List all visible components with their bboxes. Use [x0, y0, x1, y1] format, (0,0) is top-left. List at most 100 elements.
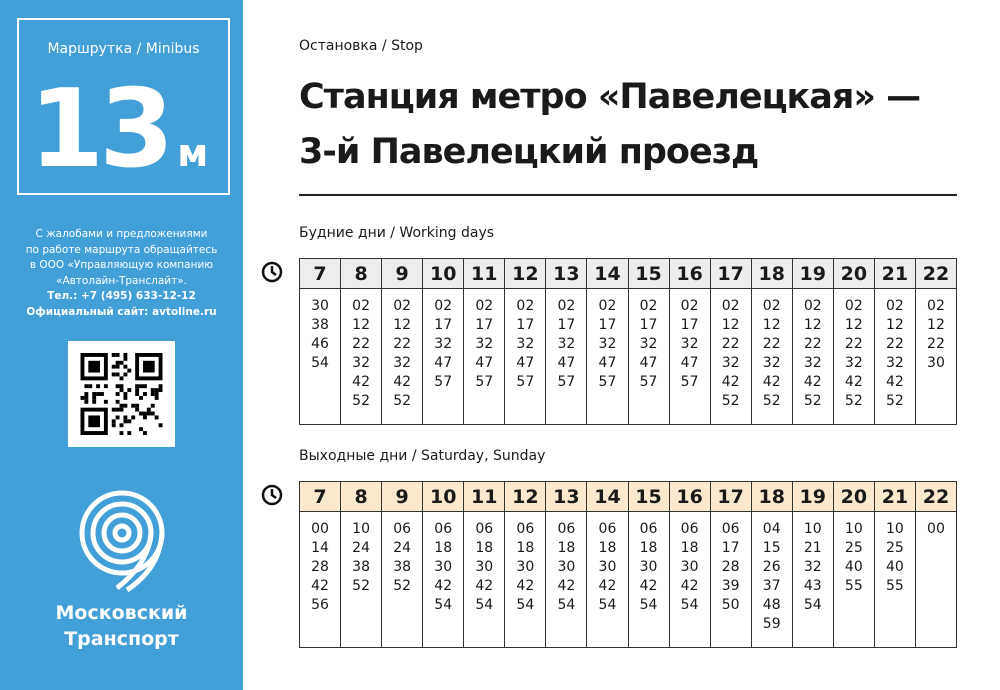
departure-minute: 30: [557, 559, 576, 575]
hour-header: 10: [422, 481, 465, 512]
minutes-cell: 02 17 32 47 57: [545, 288, 588, 425]
minutes-cell: 02 12 22 32 42 52: [709, 288, 752, 425]
info-line: по работе маршрута обращайтесь: [25, 243, 218, 256]
departure-minute: 06: [516, 521, 535, 537]
departure-minute: 54: [434, 597, 453, 613]
departure-minute: 42: [680, 578, 699, 594]
hour-header: 19: [791, 258, 834, 289]
hour-header: 21: [873, 258, 916, 289]
minutes-cell: 02 17 32 47 57: [422, 288, 465, 425]
departure-minute: 47: [557, 355, 576, 371]
departure-minute: 30: [516, 559, 535, 575]
weekdays-timetable: 7 8 9 10 11 12 13 14 15 16 17 18 19 20 21 22 30 38 46 54 02 1…: [298, 258, 958, 425]
departure-minute: 17: [598, 317, 617, 333]
hour-header: 22: [914, 481, 958, 512]
minutes-cell: 02 12 22 32 42 52: [750, 288, 793, 425]
departure-minute: 47: [639, 355, 658, 371]
departure-minute: 02: [680, 298, 699, 314]
departure-minute: 52: [352, 578, 370, 594]
departure-minute: 54: [803, 597, 822, 613]
departure-minute: 02: [557, 298, 576, 314]
minutes-cell: 02 12 22 32 42 52: [381, 288, 424, 425]
hour-header: 15: [627, 258, 670, 289]
departure-minute: 24: [352, 540, 370, 556]
hour-header: 12: [504, 258, 547, 289]
minutes-cell: 02 17 32 47 57: [627, 288, 670, 425]
departure-minute: 37: [762, 578, 781, 594]
departure-minute: 06: [680, 521, 699, 537]
departure-minute: 30: [927, 355, 945, 371]
departure-minute: 57: [516, 374, 535, 390]
route-id: 13 м: [29, 70, 222, 190]
departure-minute: 57: [680, 374, 699, 390]
departure-minute: 47: [475, 355, 494, 371]
minutes-cell: 06 18 30 42 54: [504, 511, 547, 648]
departure-minute: 30: [434, 559, 453, 575]
departure-minute: 06: [393, 521, 412, 537]
stop-title: Станция метро «Павелецкая» — 3-й Павелец…: [299, 70, 921, 180]
departure-minute: 12: [927, 317, 945, 333]
departure-minute: 42: [762, 374, 781, 390]
minutes-cell: 02 12 22 32 42 52: [832, 288, 875, 425]
departure-minute: 32: [393, 355, 412, 371]
departure-minute: 02: [803, 298, 822, 314]
departure-minute: 21: [803, 540, 822, 556]
departure-minute: 02: [393, 298, 412, 314]
departure-minute: 54: [680, 597, 699, 613]
departure-minute: 59: [762, 616, 781, 632]
hour-header: 10: [422, 258, 465, 289]
departure-minute: 32: [721, 355, 740, 371]
hour-header: 15: [627, 481, 670, 512]
departure-minute: 17: [516, 317, 535, 333]
departure-minute: 18: [680, 540, 699, 556]
hour-header: 13: [545, 258, 588, 289]
minutes-cell: 10 21 32 43 54: [791, 511, 834, 648]
departure-minute: 30: [680, 559, 699, 575]
departure-minute: 32: [557, 336, 576, 352]
hour-header: 14: [586, 481, 629, 512]
departure-minute: 22: [803, 336, 822, 352]
minutes-cell: 00 14 28 42 56: [298, 511, 342, 648]
departure-minute: 10: [803, 521, 822, 537]
departure-minute: 22: [762, 336, 781, 352]
minutes-cell: 06 18 30 42 54: [422, 511, 465, 648]
departure-minute: 12: [721, 317, 740, 333]
info-line: «Автолайн-Транслайт».: [56, 274, 187, 287]
qr-code[interactable]: [68, 341, 175, 447]
departure-minute: 00: [311, 521, 329, 537]
departure-minute: 06: [557, 521, 576, 537]
departure-minute: 24: [393, 540, 412, 556]
departure-minute: 12: [762, 317, 781, 333]
hour-header: 17: [709, 258, 752, 289]
departure-minute: 52: [721, 393, 740, 409]
minutes-cell: 06 17 28 39 50: [709, 511, 752, 648]
departure-minute: 47: [434, 355, 453, 371]
minutes-cell: 06 24 38 52: [381, 511, 424, 648]
departure-minute: 10: [352, 521, 370, 537]
departure-minute: 17: [475, 317, 494, 333]
weekends-label: Выходные дни / Saturday, Sunday: [299, 448, 546, 464]
departure-minute: 06: [598, 521, 617, 537]
stop-label: Остановка / Stop: [299, 38, 423, 54]
minutes-cell: 02 12 22 32 42 52: [340, 288, 383, 425]
departure-minute: 10: [844, 521, 863, 537]
clock-icon: [261, 484, 283, 506]
phone: Тел.: +7 (495) 633-12-12: [47, 290, 196, 302]
title-line: Станция метро «Павелецкая» —: [299, 77, 921, 117]
departure-minute: 25: [885, 540, 904, 556]
departure-minute: 52: [844, 393, 863, 409]
minutes-cell: 06 18 30 42 54: [586, 511, 629, 648]
departure-minute: 02: [885, 298, 904, 314]
departure-minute: 02: [927, 298, 945, 314]
departure-minute: 18: [516, 540, 535, 556]
departure-minute: 02: [721, 298, 740, 314]
departure-minute: 30: [311, 298, 329, 314]
departure-minute: 10: [885, 521, 904, 537]
hour-header: 18: [750, 258, 793, 289]
departure-minute: 52: [393, 393, 412, 409]
hour-header: 16: [668, 258, 711, 289]
departure-minute: 18: [639, 540, 658, 556]
departure-minute: 32: [639, 336, 658, 352]
hour-header: 11: [463, 481, 506, 512]
departure-minute: 02: [762, 298, 781, 314]
